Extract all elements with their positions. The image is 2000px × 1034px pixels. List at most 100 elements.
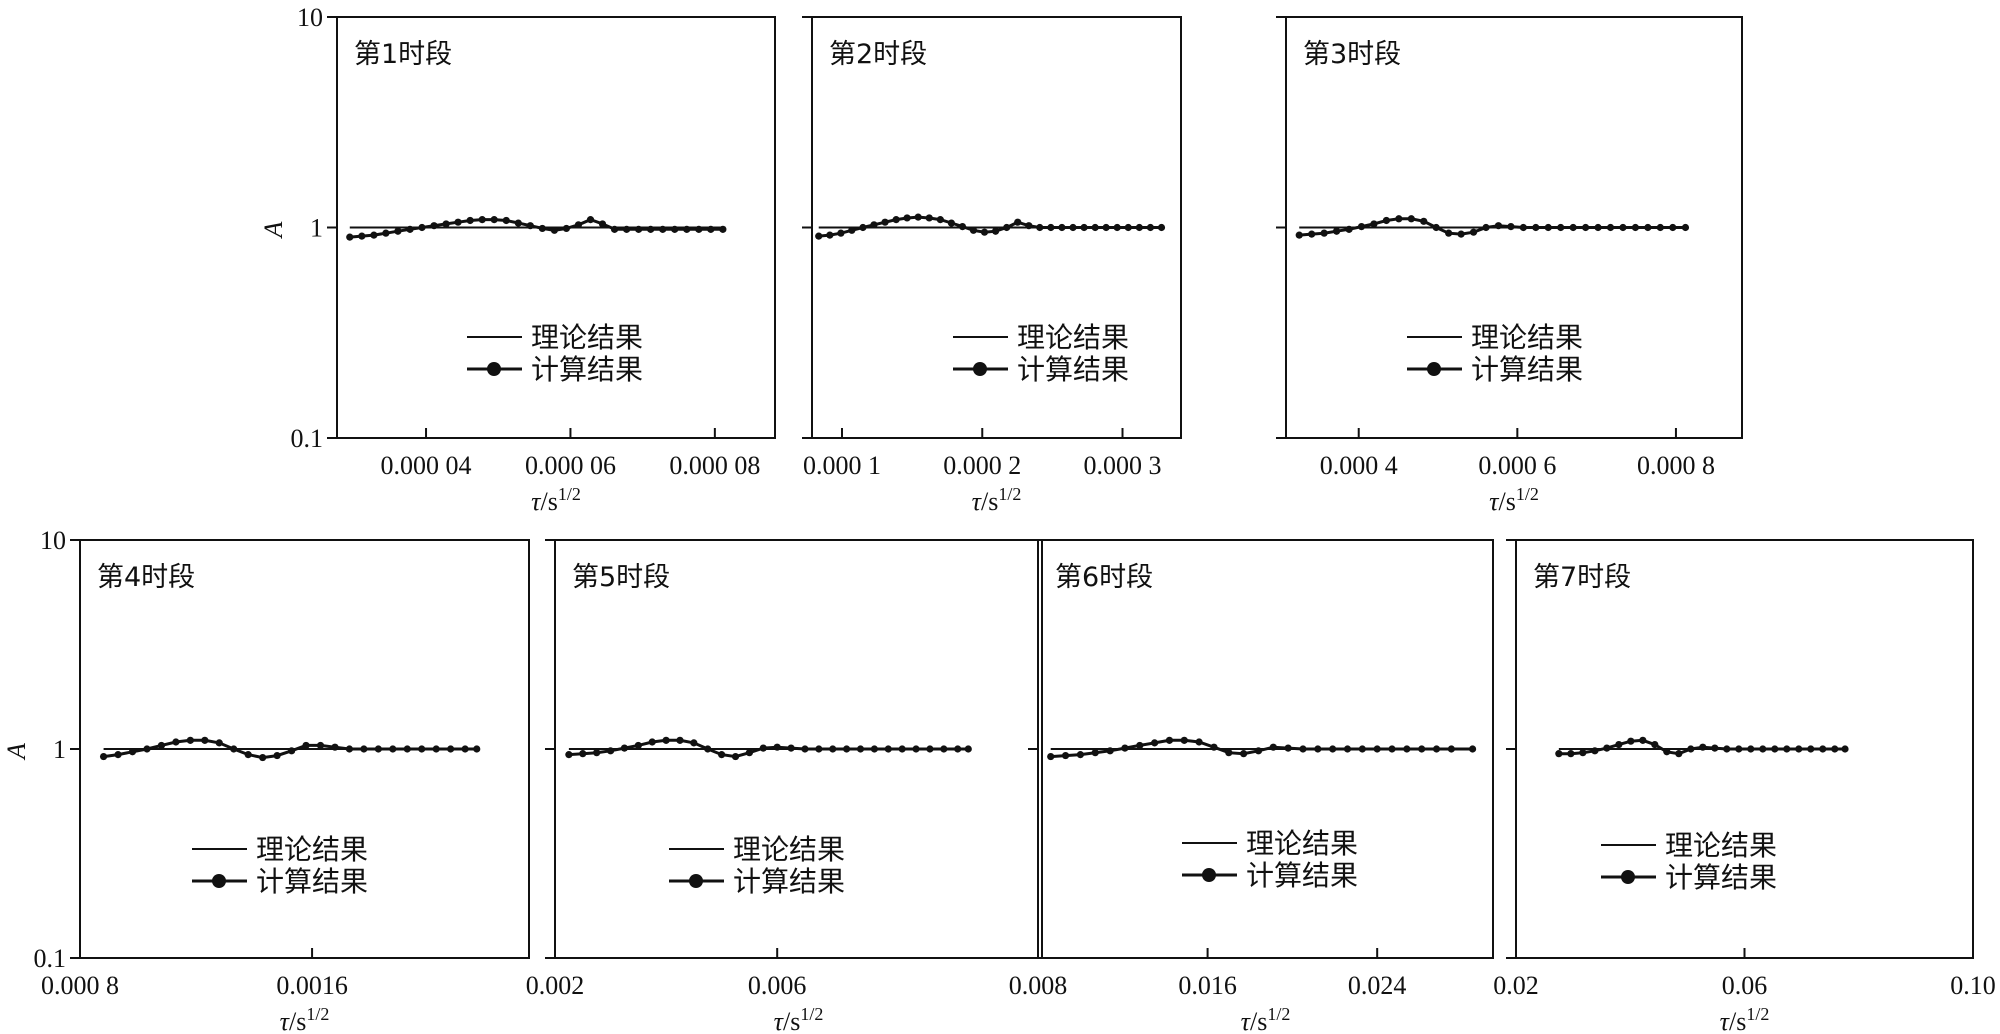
series-calculated-point (598, 220, 607, 228)
series-calculated-point (620, 744, 629, 752)
legend-calculated-label: 计算结果 (1665, 861, 1777, 894)
x-axis-label-exponent: 1/2 (306, 1004, 329, 1024)
series-calculated-point (514, 219, 522, 227)
x-axis-label-unit: /s (1250, 1007, 1267, 1034)
series-calculated-point (1418, 745, 1426, 753)
series-calculated-point (394, 227, 402, 235)
series-calculated-point (690, 739, 698, 747)
series-calculated-point (898, 745, 906, 753)
series-calculated-point (346, 233, 354, 241)
series-calculated-point (1569, 223, 1577, 232)
series-calculated-point (1047, 752, 1055, 761)
series-calculated-point (99, 752, 108, 761)
series-calculated-point (447, 745, 455, 753)
legend-theory-label: 理论结果 (1017, 321, 1129, 354)
series-calculated-point (1469, 228, 1478, 236)
series-calculated-point (1699, 743, 1707, 751)
series-calculated-point (634, 741, 642, 750)
series-calculated-point (1329, 745, 1337, 753)
series-calculated-point (731, 752, 740, 761)
series-calculated-point (1357, 222, 1366, 231)
x-axis-label-exponent: 1/2 (1746, 1004, 1769, 1024)
series-calculated-point (1332, 227, 1341, 235)
x-axis-label: τ/s1/2 (280, 1004, 330, 1034)
x-axis-label-unit: /s (981, 487, 998, 516)
series-calculated-point (1631, 223, 1640, 232)
series-calculated-point (1831, 745, 1839, 753)
series-calculated-point (659, 225, 667, 233)
x-axis-label: τ/s1/2 (531, 484, 581, 516)
series-calculated-point (1591, 747, 1599, 755)
x-axis-label-symbol: τ (1241, 1007, 1252, 1034)
x-axis-label: τ/s1/2 (1241, 1004, 1291, 1034)
x-axis-label: τ/s1/2 (1720, 1004, 1770, 1034)
series-calculated-point (1308, 230, 1316, 238)
x-tick-label: 0.002 (526, 971, 585, 1000)
series-calculated-point (1113, 223, 1121, 232)
series-calculated-point (432, 745, 440, 753)
series-calculated-point (157, 741, 166, 750)
legend-theory-label: 理论结果 (531, 321, 643, 354)
series-calculated-point (1669, 223, 1677, 232)
series-calculated-point (1656, 223, 1664, 232)
series-calculated-point (926, 745, 934, 753)
x-tick-label: 0.008 (1009, 971, 1068, 1000)
series-calculated-point (1058, 223, 1066, 232)
series-calculated-point (1146, 223, 1155, 232)
series-calculated-point (128, 748, 137, 756)
series-calculated-point (418, 745, 426, 753)
series-calculated-point (1603, 744, 1611, 752)
legend-calculated-marker (1202, 868, 1216, 882)
series-calculated-point (815, 745, 823, 753)
series-calculated-point (1121, 744, 1129, 752)
x-axis-label-unit: /s (540, 487, 557, 516)
series-calculated-point (826, 231, 834, 239)
series-calculated-point (1358, 745, 1366, 753)
series-calculated-point (1557, 223, 1565, 232)
series-calculated-point (936, 216, 944, 224)
series-calculated-point (1102, 223, 1110, 232)
y-axis-label: A (259, 221, 288, 239)
series-calculated-point (1457, 230, 1465, 238)
series-calculated-point (801, 745, 809, 753)
series-calculated-point (1619, 223, 1627, 232)
series-calculated-point (1759, 745, 1767, 753)
series-calculated-point (1003, 223, 1011, 232)
series-calculated-point (623, 225, 631, 233)
series-calculated-point (358, 232, 366, 240)
series-calculated-point (1468, 745, 1477, 753)
series-calculated-point (829, 745, 837, 753)
series-calculated-point (1135, 223, 1143, 232)
x-tick-label: 0.000 3 (1084, 451, 1162, 480)
series-calculated-point (1195, 738, 1203, 746)
series-calculated-point (1150, 739, 1159, 747)
series-calculated-point (370, 231, 378, 239)
series-calculated-point (186, 736, 194, 744)
legend-calculated-marker (1427, 362, 1441, 376)
series-calculated-point (1014, 218, 1022, 226)
series-calculated-point (287, 747, 296, 755)
x-tick-label: 0.0016 (276, 971, 348, 1000)
legend-calculated-marker (212, 874, 226, 888)
series-calculated-point (1299, 745, 1307, 753)
series-calculated-point (461, 745, 469, 753)
series-calculated-point (1345, 225, 1353, 233)
series-calculated-point (1747, 745, 1755, 753)
series-calculated-point (1651, 740, 1659, 749)
series-calculated-point (466, 216, 474, 225)
series-calculated-point (718, 751, 726, 759)
series-calculated-point (302, 741, 310, 750)
x-axis-label-unit: /s (289, 1007, 306, 1034)
panel-title: 第7时段 (1533, 562, 1631, 593)
series-calculated-point (848, 226, 856, 234)
x-axis-label-exponent: 1/2 (1267, 1004, 1290, 1024)
legend-calculated-label: 计算结果 (256, 865, 368, 898)
legend-calculated-marker (1621, 870, 1635, 884)
series-calculated-point (403, 745, 411, 753)
series-calculated-point (418, 223, 426, 232)
series-calculated-point (843, 745, 851, 753)
